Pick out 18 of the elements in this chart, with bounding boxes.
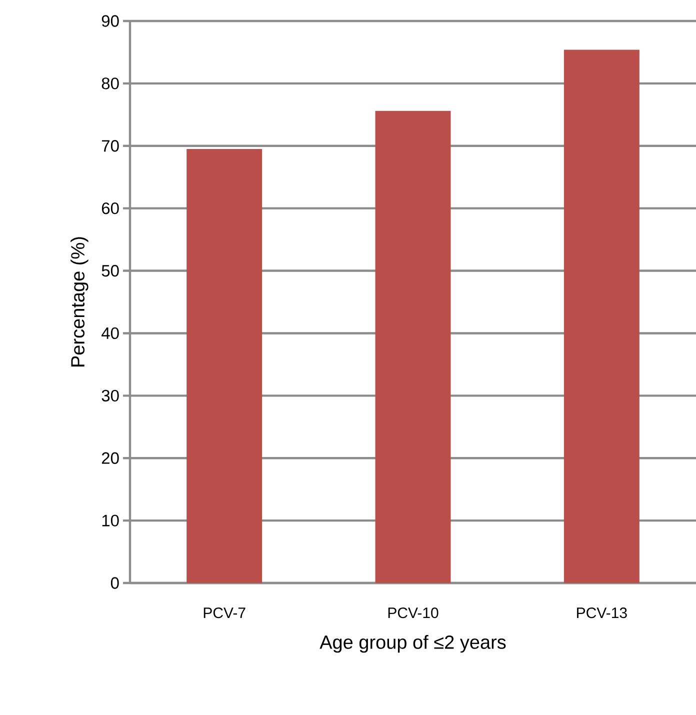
bar <box>186 149 262 583</box>
y-tick-label: 0 <box>110 577 119 589</box>
y-tick-label: 80 <box>102 78 119 90</box>
y-axis-title: Percentage (%) <box>70 237 88 366</box>
y-tick-label: 50 <box>102 264 119 277</box>
bar <box>375 110 451 583</box>
y-tick-label: 10 <box>102 514 119 526</box>
x-axis-title: Age group of ≤2 years <box>320 634 506 653</box>
y-tick-label: 30 <box>102 390 119 402</box>
x-tick-label: PCV-7 <box>204 608 246 618</box>
y-tick-label: 90 <box>102 15 119 27</box>
bar <box>564 50 640 583</box>
y-tick-label: 20 <box>102 452 119 464</box>
y-tick-label: 70 <box>102 140 119 152</box>
x-tick-label: PCV-13 <box>577 608 627 618</box>
x-tick-label: PCV-10 <box>388 608 438 618</box>
y-tick-label: 60 <box>102 202 119 214</box>
y-tick-label: 40 <box>102 327 119 340</box>
